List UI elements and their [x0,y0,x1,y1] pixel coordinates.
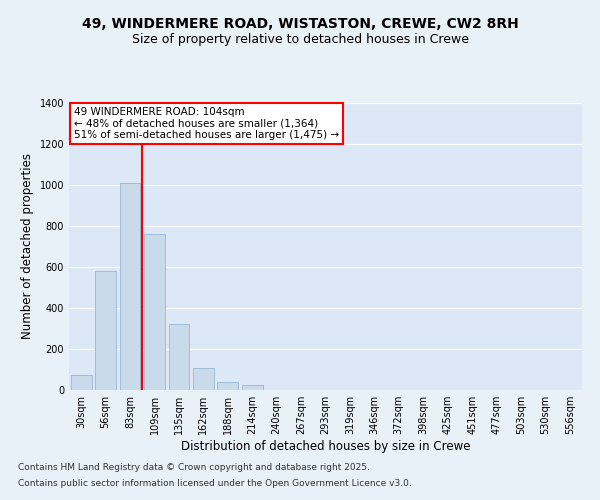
Bar [242,385,263,390]
Text: 49, WINDERMERE ROAD, WISTASTON, CREWE, CW2 8RH: 49, WINDERMERE ROAD, WISTASTON, CREWE, C… [82,18,518,32]
Bar [144,234,165,390]
Bar [95,271,116,390]
Bar [169,324,190,390]
X-axis label: Distribution of detached houses by size in Crewe: Distribution of detached houses by size … [181,440,470,453]
Text: Size of property relative to detached houses in Crewe: Size of property relative to detached ho… [131,32,469,46]
Y-axis label: Number of detached properties: Number of detached properties [21,153,34,340]
Bar [217,382,238,390]
Text: Contains HM Land Registry data © Crown copyright and database right 2025.: Contains HM Land Registry data © Crown c… [18,462,370,471]
Bar [193,368,214,390]
Bar [119,182,140,390]
Text: 49 WINDERMERE ROAD: 104sqm
← 48% of detached houses are smaller (1,364)
51% of s: 49 WINDERMERE ROAD: 104sqm ← 48% of deta… [74,107,339,140]
Bar [71,374,92,390]
Text: Contains public sector information licensed under the Open Government Licence v3: Contains public sector information licen… [18,479,412,488]
